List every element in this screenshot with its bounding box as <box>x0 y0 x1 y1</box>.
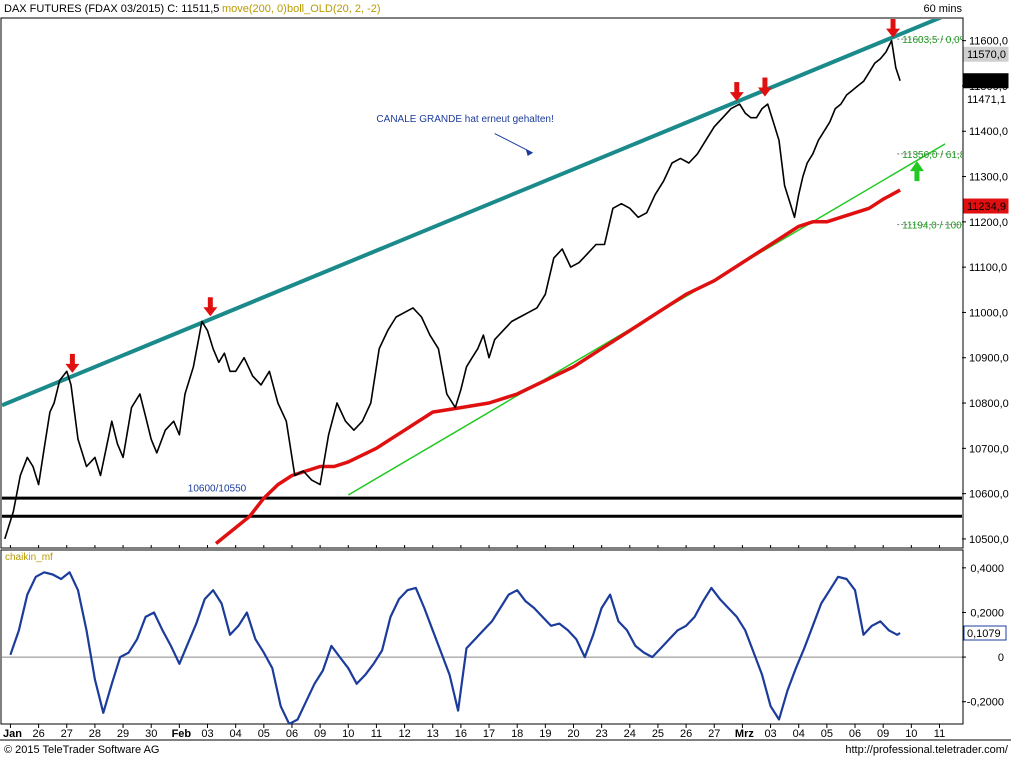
down-arrow-head <box>203 307 218 317</box>
ind-y-tick-label: 0 <box>998 652 1004 664</box>
support-zone-label: 10600/10550 <box>188 483 247 494</box>
price-value-box <box>963 198 1009 214</box>
x-tick-label: 18 <box>511 728 523 740</box>
x-tick-label: 13 <box>427 728 439 740</box>
chaikin-legend: chaikin_mf <box>5 552 53 563</box>
x-tick-label: 10 <box>342 728 354 740</box>
x-tick-label: 05 <box>821 728 833 740</box>
x-tick-label: 20 <box>567 728 579 740</box>
price-value-label: 11234,9 <box>967 201 1006 213</box>
price-value-box <box>963 46 1009 62</box>
annotation-pointer-head <box>525 148 533 156</box>
down-arrow <box>890 19 896 30</box>
x-tick-label: 26 <box>680 728 692 740</box>
indicator-panel <box>0 549 964 725</box>
x-tick-label: 26 <box>32 728 44 740</box>
price-y-tick-label: 11600,0 <box>969 36 1008 48</box>
x-tick-label: 16 <box>455 728 467 740</box>
x-tick-label: 05 <box>258 728 270 740</box>
y-axis: 10500,0 10600,0 10700,0 10800,0 10900,0 11000… <box>962 36 1009 709</box>
down-arrow-head <box>757 87 772 97</box>
x-tick-label: 04 <box>793 728 805 740</box>
x-tick-label: 04 <box>230 728 242 740</box>
price-y-tick-label: 11400,0 <box>969 126 1008 138</box>
x-tick-label: Jan <box>3 728 22 740</box>
x-tick-label: Mrz <box>735 728 754 740</box>
x-tick-label: 27 <box>708 728 720 740</box>
x-tick-label: Feb <box>172 728 192 740</box>
chaikin-line <box>9 571 901 724</box>
fib-label: 11350,0 / 61,8% <box>902 150 974 161</box>
price-value-label: 11511,5 <box>967 76 1005 88</box>
chaikin-value-box <box>963 625 1007 641</box>
x-tick-label: 06 <box>849 728 861 740</box>
price-y-tick-label: 11000,0 <box>969 307 1008 319</box>
down-arrow <box>734 82 740 94</box>
indicator-layer <box>2 571 962 724</box>
x-tick-label: 17 <box>483 728 495 740</box>
x-tick-label: 10 <box>905 728 917 740</box>
price-y-tick-label: 11200,0 <box>969 217 1008 229</box>
x-tick-label: 23 <box>596 728 608 740</box>
x-tick-label: 06 <box>286 728 298 740</box>
x-tick-label: 09 <box>314 728 326 740</box>
price-y-tick-label: 11300,0 <box>969 172 1008 184</box>
x-tick-label: 28 <box>89 728 101 740</box>
down-arrow <box>69 353 75 365</box>
x-tick-label: 19 <box>539 728 551 740</box>
instrument-title: DAX FUTURES (FDAX 03/2015) C: 11511,5 <box>4 3 219 15</box>
down-arrow-head <box>886 28 901 38</box>
down-arrow <box>207 297 213 309</box>
boll-legend: boll_OLD(20, 2, -2) <box>287 3 381 15</box>
ma-legend: move(200, 0) <box>222 3 287 15</box>
channel-trendline <box>2 19 943 408</box>
price-y-tick-label: 10700,0 <box>969 443 1009 455</box>
price-layer: CANALE GRANDE hat erneut gehalten! 10600/… <box>2 19 979 545</box>
x-tick-label: 03 <box>764 728 776 740</box>
price-line <box>4 39 901 540</box>
ind-y-tick-label: -0,2000 <box>967 697 1004 709</box>
price-value-box <box>963 73 1009 89</box>
fib-label: 11603,5 / 0,0% <box>902 35 969 46</box>
up-arrow-head <box>909 161 924 172</box>
ind-y-tick-label: 0,2000 <box>970 607 1004 619</box>
x-axis: Jan 26 27 28 29 30 Feb 03 04 05 06 09 10 11 12 13 16 17 18… <box>3 545 945 740</box>
timeframe-label: 60 mins <box>923 3 962 15</box>
x-tick-label: 24 <box>624 728 636 740</box>
x-tick-label: 25 <box>652 728 664 740</box>
chaikin-value-label: 0,1079 <box>967 628 1001 640</box>
price-y-tick-label: 11100,0 <box>969 262 1007 274</box>
price-y-tick-label: 10600,0 <box>969 489 1009 501</box>
x-tick-label: 09 <box>877 728 889 740</box>
price-y-tick-label: 10500,0 <box>969 534 1009 546</box>
fib-label: 11194,0 / 100,0% <box>902 221 979 232</box>
price-value-box <box>963 91 1009 107</box>
price-value-label: 11570,0 <box>967 49 1006 61</box>
up-arrow <box>914 170 920 182</box>
down-arrow <box>762 77 768 89</box>
down-arrow-head <box>729 92 744 102</box>
x-tick-label: 03 <box>201 728 213 740</box>
x-tick-label: 29 <box>117 728 129 740</box>
canale-annotation: CANALE GRANDE hat erneut gehalten! <box>376 114 553 125</box>
x-tick-label: 11 <box>934 728 945 740</box>
x-tick-label: 11 <box>371 728 382 740</box>
down-arrow-head <box>65 363 80 373</box>
price-y-tick-label: 10900,0 <box>969 353 1009 365</box>
source-url[interactable]: http://professional.teletrader.com/ <box>845 744 1009 756</box>
x-tick-label: 30 <box>145 728 157 740</box>
price-value-label: 11471,1 <box>967 94 1006 106</box>
price-y-tick-label: 10800,0 <box>969 398 1009 410</box>
ind-y-tick-label: 0,4000 <box>970 563 1004 575</box>
x-tick-label: 12 <box>398 728 410 740</box>
price-panel <box>0 17 964 549</box>
x-tick-label: 27 <box>61 728 73 740</box>
copyright-text: © 2015 TeleTrader Software AG <box>4 744 159 756</box>
